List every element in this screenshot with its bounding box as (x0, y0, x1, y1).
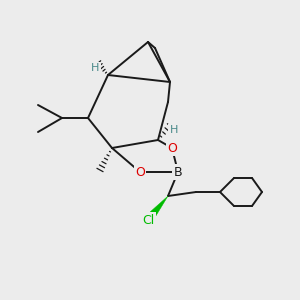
Text: O: O (167, 142, 177, 154)
Text: H: H (91, 63, 99, 73)
Text: Cl: Cl (142, 214, 154, 226)
Text: B: B (174, 166, 182, 178)
Text: O: O (135, 166, 145, 178)
Text: H: H (170, 125, 178, 135)
Polygon shape (150, 196, 168, 216)
